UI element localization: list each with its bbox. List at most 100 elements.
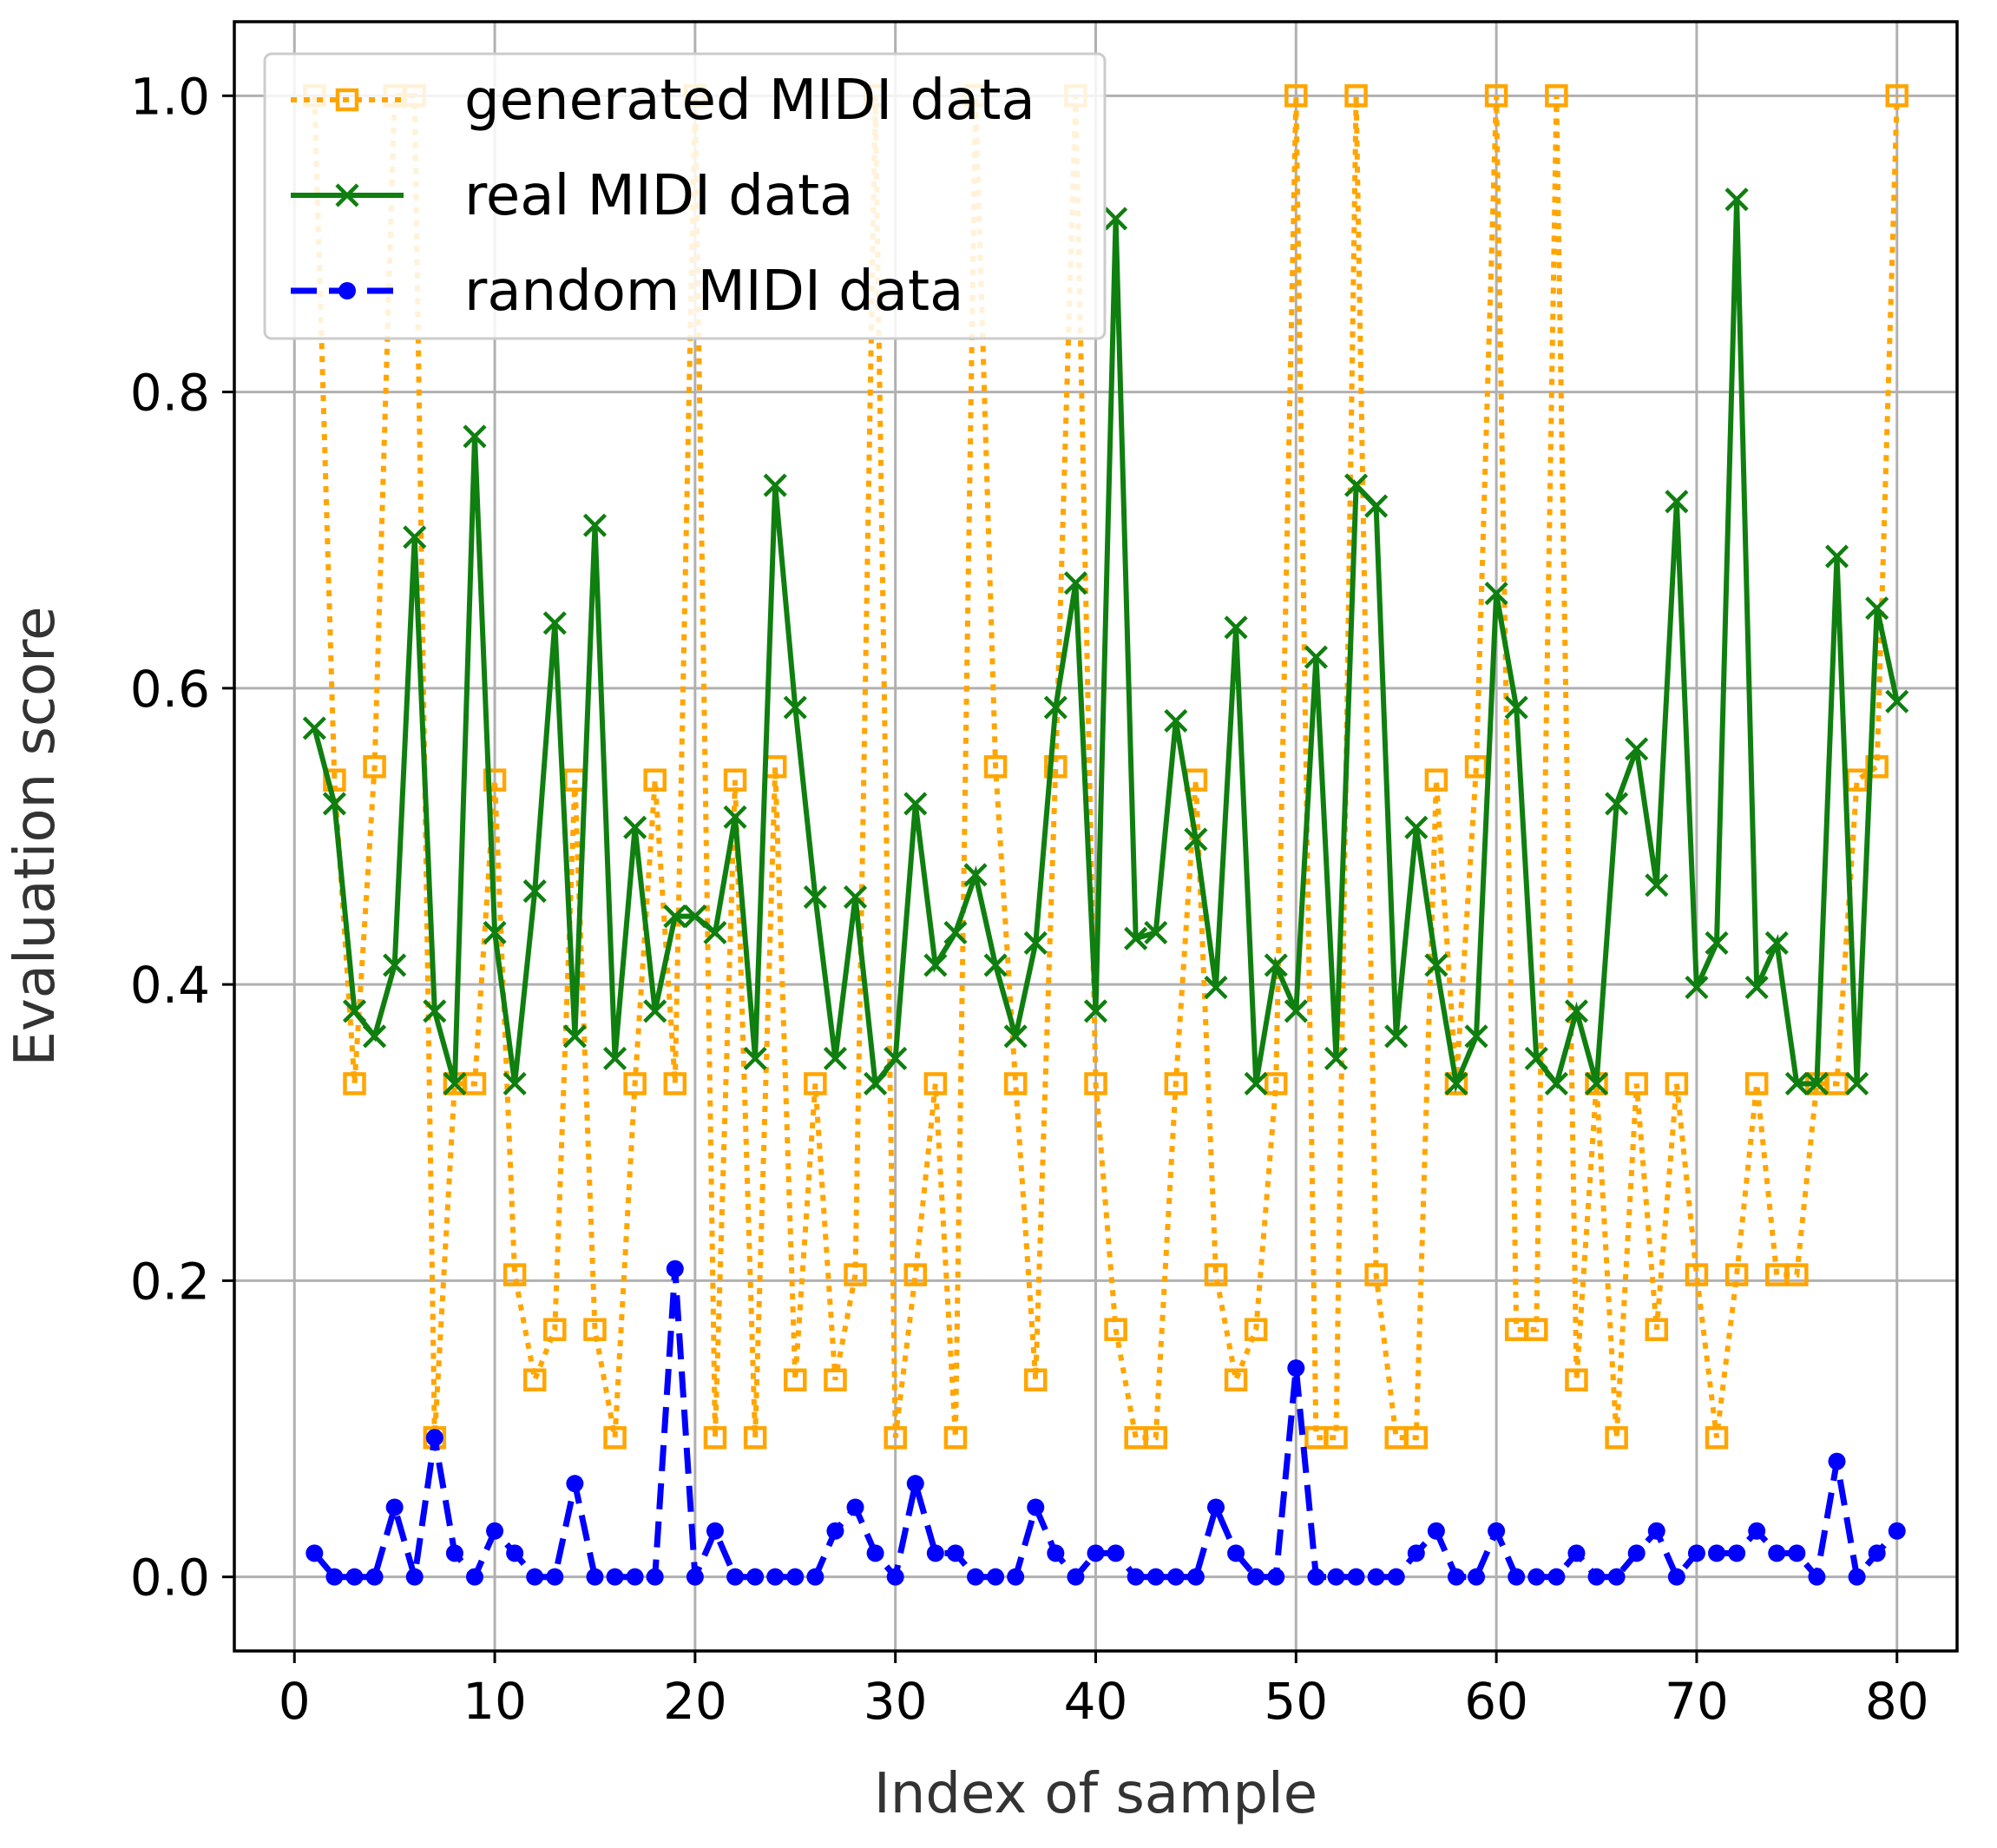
series-layer bbox=[302, 84, 1909, 1586]
data-point-random bbox=[1627, 1544, 1646, 1562]
data-point-generated bbox=[1084, 1072, 1107, 1095]
data-point-real bbox=[503, 1071, 527, 1096]
x-marker-stroke bbox=[903, 792, 928, 816]
data-point-random bbox=[606, 1568, 624, 1586]
data-point-random bbox=[1307, 1568, 1325, 1586]
x-marker-stroke bbox=[1845, 1071, 1869, 1096]
data-point-generated bbox=[1404, 1426, 1429, 1450]
data-point-real bbox=[1424, 953, 1448, 977]
x-marker-stroke bbox=[1724, 187, 1749, 212]
data-point-generated bbox=[463, 1072, 487, 1095]
data-point-random bbox=[1227, 1544, 1245, 1562]
data-point-random bbox=[1868, 1544, 1886, 1562]
data-point-random bbox=[1127, 1568, 1145, 1586]
data-point-real bbox=[923, 953, 948, 977]
data-point-real bbox=[1324, 1046, 1349, 1071]
data-point-real bbox=[1164, 708, 1188, 733]
x-marker-stroke bbox=[1605, 792, 1629, 816]
x-marker-stroke bbox=[1444, 1071, 1468, 1096]
data-point-random bbox=[846, 1498, 864, 1516]
x-marker-stroke bbox=[1584, 1071, 1609, 1096]
data-point-generated bbox=[1605, 1426, 1628, 1450]
data-point-generated bbox=[1024, 1368, 1048, 1391]
data-point-random bbox=[345, 1568, 364, 1586]
x-axis-title: Index of sample bbox=[874, 1762, 1317, 1826]
x-marker-stroke bbox=[1824, 544, 1849, 569]
data-point-real bbox=[1865, 596, 1889, 621]
x-tick-label: 0 bbox=[279, 1672, 311, 1731]
y-tick-label: 0.4 bbox=[130, 956, 210, 1015]
data-point-random bbox=[706, 1522, 724, 1540]
data-point-real bbox=[1824, 544, 1849, 569]
data-point-real bbox=[1744, 975, 1769, 1000]
x-marker-stroke bbox=[362, 1024, 387, 1049]
x-marker-stroke bbox=[1744, 975, 1769, 1000]
x-marker-stroke bbox=[1564, 999, 1589, 1023]
data-point-random bbox=[1768, 1544, 1786, 1562]
data-point-random bbox=[1267, 1568, 1285, 1586]
data-point-real bbox=[1885, 689, 1909, 714]
data-point-random bbox=[1848, 1568, 1866, 1586]
data-point-real bbox=[1685, 975, 1709, 1000]
data-point-generated bbox=[1344, 84, 1368, 108]
x-marker-stroke bbox=[1364, 494, 1389, 518]
x-marker-stroke bbox=[1524, 1046, 1548, 1071]
data-point-real bbox=[443, 1071, 467, 1096]
data-point-real bbox=[1063, 571, 1088, 595]
data-point-generated bbox=[1785, 1263, 1809, 1286]
data-point-random bbox=[385, 1498, 404, 1516]
data-point-real bbox=[542, 611, 567, 635]
data-point-random bbox=[1087, 1544, 1105, 1562]
data-point-generated bbox=[1685, 1263, 1709, 1286]
x-marker-stroke bbox=[763, 473, 787, 497]
x-tick-label: 60 bbox=[1464, 1672, 1528, 1731]
data-point-random bbox=[1367, 1568, 1385, 1586]
data-point-real bbox=[1404, 815, 1429, 839]
data-point-random bbox=[305, 1544, 324, 1562]
data-point-random bbox=[1347, 1568, 1365, 1586]
data-point-generated bbox=[543, 1318, 567, 1341]
data-point-real bbox=[1504, 695, 1528, 720]
data-point-generated bbox=[1424, 768, 1448, 792]
legend-label-generated: generated MIDI data bbox=[464, 69, 1035, 133]
legend: generated MIDI data real MIDI data random … bbox=[263, 52, 1107, 340]
grid bbox=[234, 22, 1957, 1651]
legend-marker-random bbox=[338, 282, 356, 299]
data-point-real bbox=[1204, 975, 1228, 1000]
data-point-generated bbox=[1705, 1426, 1729, 1450]
data-point-random bbox=[1527, 1568, 1546, 1586]
x-marker-stroke bbox=[423, 999, 447, 1023]
x-marker-stroke bbox=[1645, 873, 1669, 898]
x-tick-label: 80 bbox=[1865, 1672, 1929, 1731]
data-point-random bbox=[1728, 1544, 1746, 1562]
data-point-random bbox=[465, 1568, 483, 1586]
data-point-generated bbox=[1124, 1426, 1147, 1450]
data-point-generated bbox=[884, 1426, 907, 1450]
data-point-random bbox=[425, 1429, 443, 1447]
data-point-random bbox=[926, 1544, 944, 1562]
data-point-random bbox=[626, 1568, 644, 1586]
data-point-real bbox=[362, 1024, 387, 1049]
data-point-generated bbox=[903, 1263, 928, 1286]
data-point-generated bbox=[1003, 1072, 1028, 1095]
data-point-real bbox=[1184, 827, 1208, 852]
data-point-random bbox=[586, 1568, 604, 1586]
x-tick-label: 20 bbox=[663, 1672, 727, 1731]
data-point-real bbox=[1584, 1071, 1609, 1096]
data-point-real bbox=[1043, 695, 1067, 720]
data-point-random bbox=[987, 1568, 1005, 1586]
x-marker-stroke bbox=[602, 1046, 627, 1071]
data-point-real bbox=[1384, 1024, 1409, 1049]
y-tick-label: 0.2 bbox=[130, 1252, 210, 1311]
data-point-random bbox=[1047, 1544, 1065, 1562]
data-point-random bbox=[1567, 1544, 1586, 1562]
data-point-real bbox=[1224, 615, 1248, 640]
data-point-real bbox=[1625, 737, 1649, 761]
x-marker-stroke bbox=[923, 953, 948, 977]
x-marker-stroke bbox=[443, 1071, 467, 1096]
data-point-generated bbox=[983, 755, 1008, 779]
data-point-real bbox=[383, 953, 407, 977]
data-point-real bbox=[1343, 473, 1369, 497]
data-point-generated bbox=[1464, 755, 1488, 779]
